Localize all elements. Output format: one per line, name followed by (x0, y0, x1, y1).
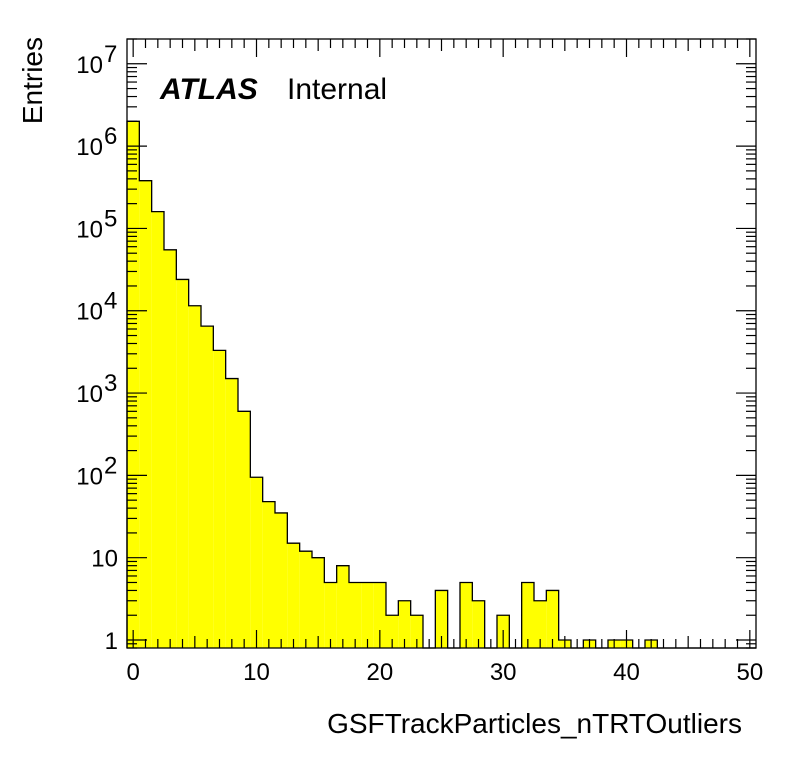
y-tick-label: 10 (76, 134, 103, 161)
histogram-bar (151, 211, 164, 648)
histogram-bar (176, 279, 189, 648)
y-tick-label: 10 (76, 381, 103, 408)
y-tick-label: 10 (76, 299, 103, 326)
histogram-bar (361, 582, 374, 648)
y-tick-exponent: 5 (104, 205, 117, 232)
y-tick-exponent: 2 (104, 452, 117, 479)
y-tick-exponent: 4 (104, 288, 117, 315)
histogram-bar (238, 411, 251, 648)
y-tick-label: 1 (105, 628, 118, 655)
histogram-bar (349, 582, 362, 648)
histogram-bar (164, 249, 177, 648)
histogram-bars (127, 121, 658, 649)
histogram-bar (472, 600, 485, 648)
histogram-bar (410, 615, 423, 648)
atlas-label: ATLAS (159, 73, 258, 106)
histogram-bar (225, 378, 238, 648)
histogram-bar (373, 582, 386, 648)
histogram-bar (398, 600, 411, 648)
histogram-bar (139, 180, 152, 649)
y-axis-title: Entries (17, 37, 48, 124)
histogram-bar (546, 590, 559, 648)
histogram-bar (460, 582, 473, 648)
histogram-outline (126, 120, 756, 649)
histogram-bar (299, 551, 312, 648)
histogram-bar (287, 543, 300, 648)
histogram-bar (386, 615, 399, 648)
y-tick-label: 10 (76, 463, 103, 490)
y-tick-exponent: 6 (104, 123, 117, 150)
histogram-bar (127, 121, 140, 649)
histogram-bar (324, 582, 337, 648)
histogram-bar (312, 557, 325, 648)
y-tick-exponent: 7 (104, 41, 117, 68)
x-tick-label: 40 (613, 659, 640, 686)
axis-ticks (127, 38, 756, 649)
y-tick-label: 10 (76, 216, 103, 243)
x-tick-label: 50 (736, 659, 763, 686)
x-tick-label: 20 (366, 659, 393, 686)
x-tick-label: 0 (126, 659, 139, 686)
histogram-bar (336, 565, 349, 648)
histogram-bar (188, 305, 201, 648)
histogram-bar (435, 590, 448, 648)
histogram-bar (262, 501, 275, 648)
histogram-bar (275, 512, 288, 648)
y-tick-label: 10 (76, 52, 103, 79)
histogram-bar (534, 600, 547, 648)
y-tick-exponent: 3 (104, 370, 117, 397)
x-tick-label: 30 (490, 659, 517, 686)
internal-label: Internal (287, 73, 387, 106)
histogram-bar (213, 350, 226, 648)
histogram-bar (250, 477, 263, 648)
x-tick-labels: 0 10 20 30 40 50 (126, 659, 763, 686)
histogram-bar (521, 582, 534, 648)
x-tick-label: 10 (243, 659, 270, 686)
y-tick-label: 10 (91, 546, 118, 573)
histogram-bar (201, 326, 214, 648)
x-axis-title: GSFTrackParticles_nTRTOutliers (327, 708, 742, 739)
